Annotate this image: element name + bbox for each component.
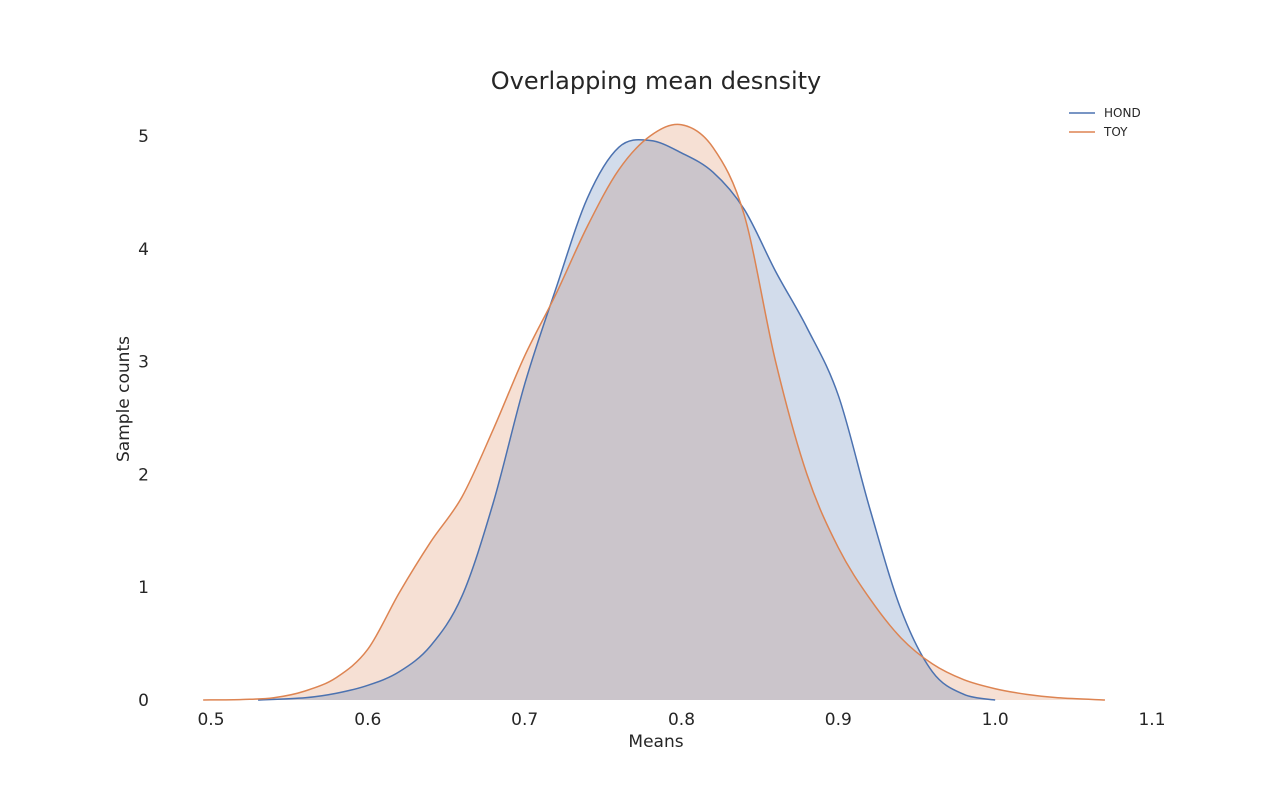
series-lines xyxy=(203,123,1105,701)
line-toy xyxy=(203,123,1105,701)
series-areas xyxy=(203,124,1105,700)
x-tick-label: 0.9 xyxy=(825,710,852,730)
x-tick-label: 1.0 xyxy=(982,710,1009,730)
y-axis-label: Sample counts xyxy=(114,336,134,462)
y-tick-label: 0 xyxy=(138,691,149,711)
line-hond xyxy=(258,138,996,701)
x-tick-label: 1.1 xyxy=(1138,710,1165,730)
y-tick-label: 4 xyxy=(138,240,149,260)
legend-label-toy: TOY xyxy=(1103,125,1128,139)
x-tick-label: 0.7 xyxy=(511,710,538,730)
x-axis-label: Means xyxy=(628,732,683,752)
y-tick-label: 5 xyxy=(138,127,149,147)
area-toy xyxy=(203,124,1105,700)
chart-title: Overlapping mean desnsity xyxy=(491,67,822,95)
legend-label-hond: HOND xyxy=(1104,106,1141,120)
y-tick-label: 3 xyxy=(138,353,149,373)
y-tick-label: 2 xyxy=(138,465,149,485)
x-tick-label: 0.8 xyxy=(668,710,695,730)
x-tick-label: 0.5 xyxy=(197,710,224,730)
x-tick-labels: 0.5 0.6 0.7 0.8 0.9 1.0 1.1 xyxy=(197,710,1165,730)
y-tick-label: 1 xyxy=(138,578,149,598)
y-tick-labels: 0 1 2 3 4 5 xyxy=(138,127,149,711)
x-tick-label: 0.6 xyxy=(354,710,381,730)
legend: HOND TOY xyxy=(1069,106,1141,139)
area-hond xyxy=(258,139,996,700)
